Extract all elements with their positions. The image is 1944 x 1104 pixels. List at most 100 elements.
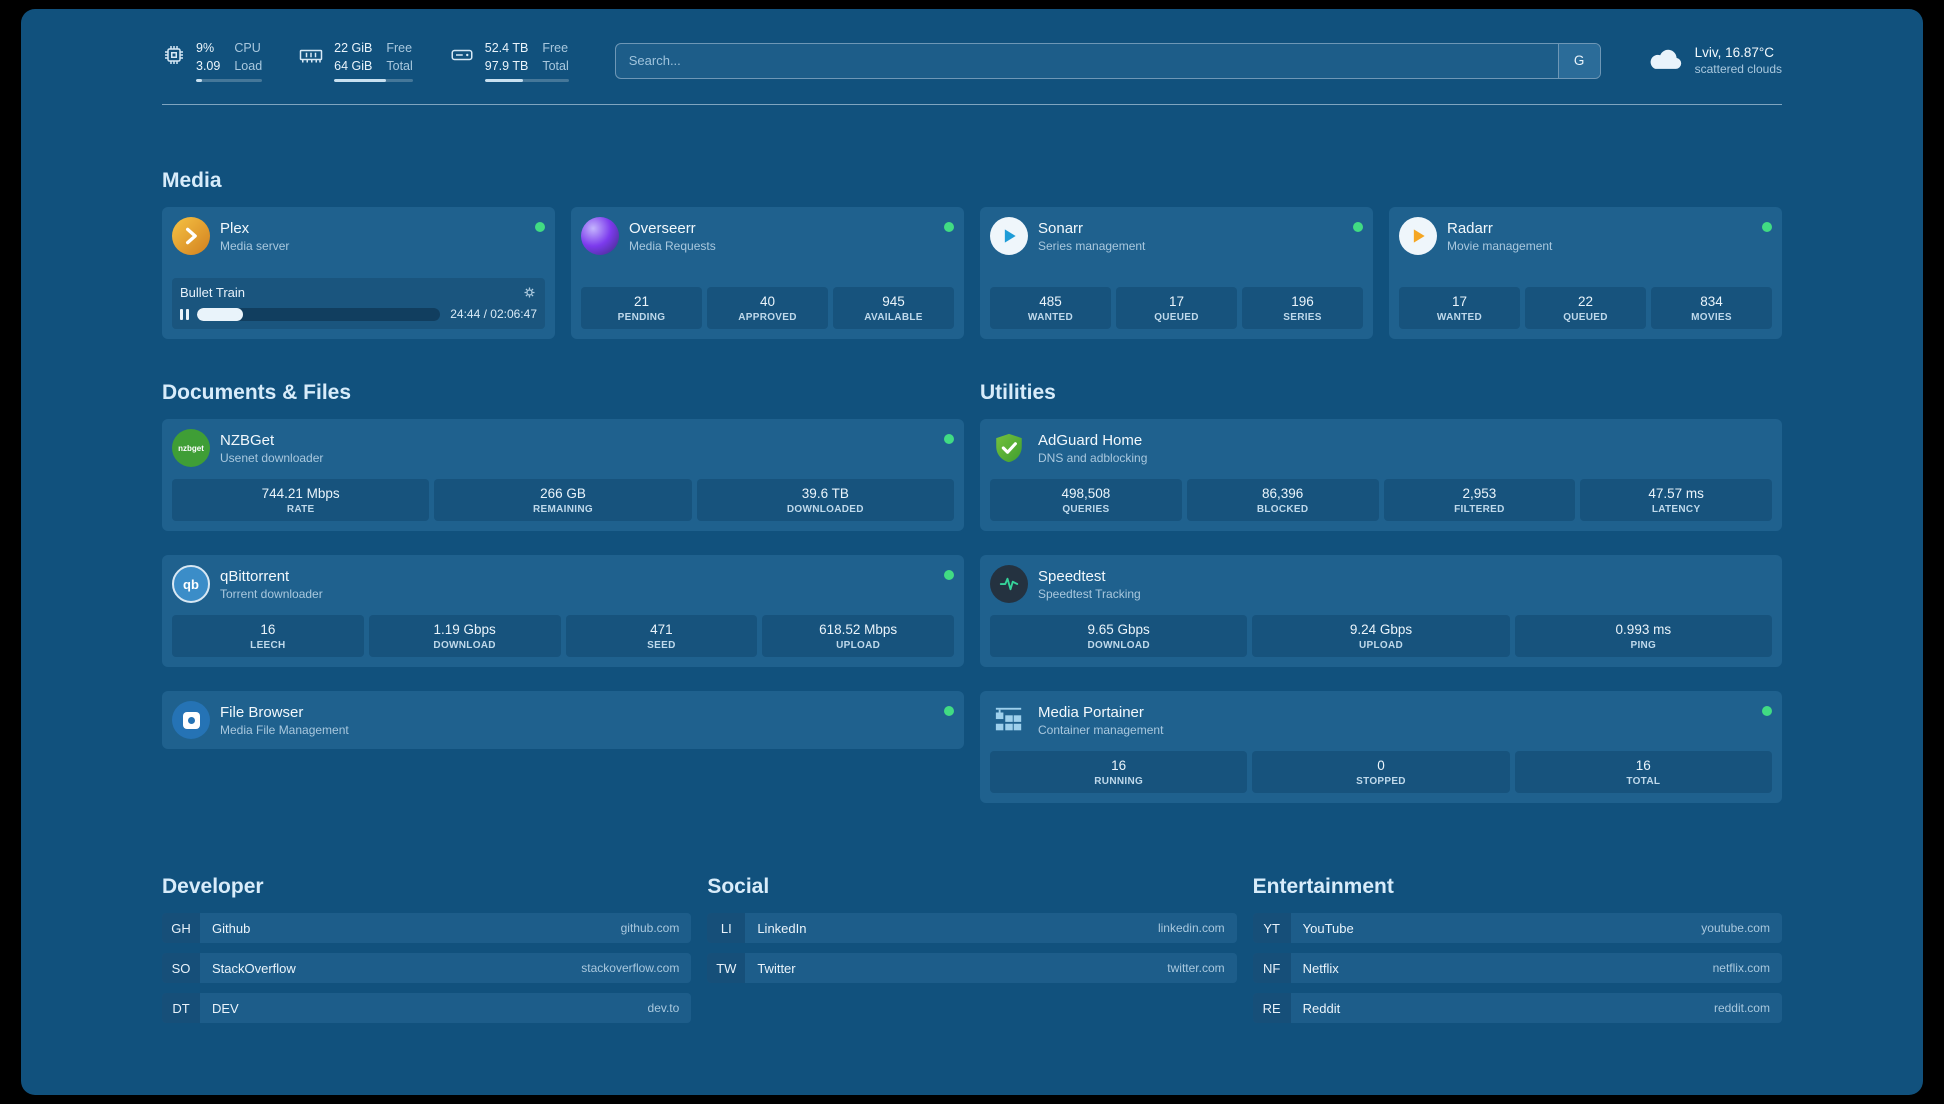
disk-free: 52.4 TB [484,41,529,55]
bookmark-row-twitter[interactable]: TW Twitter twitter.com [707,953,1237,984]
filebrowser-link[interactable]: File Browser Media File Management [172,701,954,740]
radarr-icon [1399,217,1437,256]
portainer-link[interactable]: Media Portainer Container management [990,701,1772,739]
service-title: Sonarr [1038,219,1084,237]
overseerr-icon [581,217,619,256]
bookmark-abbr: LI [707,913,746,944]
bookmark-row-stackoverflow[interactable]: SO StackOverflow stackoverflow.com [162,953,692,984]
bookmark-name: Github [212,920,251,936]
stat-tile: 22 QUEUED [1525,287,1646,330]
status-dot [944,222,954,233]
stat-tile: 16 LEECH [172,615,364,658]
service-subtitle: Media File Management [220,722,349,737]
service-subtitle: Media server [220,238,290,253]
section-documents: Documents & Files nzbget NZBGet Usenet d… [162,381,964,803]
bookmark-abbr: YT [1252,913,1291,944]
bookmark-abbr: DT [162,993,200,1024]
portainer-crane-icon [990,701,1028,739]
memory-label-bottom: Total [386,59,413,74]
status-dot [1762,706,1772,717]
plex-card: Plex Media server Bullet Train [162,207,555,340]
search-provider-button[interactable]: G [1557,43,1600,78]
bookmark-group-developer: Developer GH Github github.com SO StackO… [162,875,692,1033]
bookmark-row-github[interactable]: GH Github github.com [162,913,692,944]
sonarr-icon [990,217,1028,256]
stat-tile: 498,508 QUERIES [990,479,1182,522]
now-playing: Bullet Train 24:44 / 02:06:47 [172,278,545,330]
section-heading-documents: Documents & Files [162,381,352,405]
memory-total: 64 GiB [334,59,373,74]
bookmark-row-dev[interactable]: DT DEV dev.to [162,993,692,1024]
bookmark-domain: stackoverflow.com [581,961,680,976]
stat-tile: 21 PENDING [581,287,702,330]
overseerr-link[interactable]: Overseerr Media Requests [581,217,954,256]
memory-widget: 22 GiB 64 GiB Free Total [298,39,413,83]
disk-label-bottom: Total [542,59,569,74]
stat-tile: 2,953 FILTERED [1383,479,1576,522]
bookmark-group-social: Social LI LinkedIn linkedin.com TW Twitt… [707,875,1237,1033]
bookmark-abbr: SO [162,953,200,984]
plex-icon [172,217,210,256]
section-heading-social: Social [707,875,770,899]
weather-condition: scattered clouds [1694,62,1782,77]
bookmark-row-linkedin[interactable]: LI LinkedIn linkedin.com [707,913,1237,944]
bookmark-domain: netflix.com [1712,961,1770,976]
bookmark-name: YouTube [1302,920,1354,936]
stat-tile: 17 QUEUED [1116,287,1237,330]
portainer-card: Media Portainer Container management 16 R… [980,691,1782,804]
sonarr-link[interactable]: Sonarr Series management [990,217,1363,256]
resource-widgets: 9% 3.09 CPU Load [162,39,569,83]
service-title: File Browser [220,703,304,721]
section-utilities: Utilities AdGu [980,381,1782,804]
stat-tile: 9.24 Gbps UPLOAD [1252,615,1510,658]
pause-button[interactable] [180,308,189,320]
gear-icon[interactable] [522,285,537,300]
nzbget-link[interactable]: nzbget NZBGet Usenet downloader [172,429,954,468]
bookmark-row-reddit[interactable]: RE Reddit reddit.com [1252,993,1782,1024]
topbar: 9% 3.09 CPU Load [162,39,1782,83]
service-title: NZBGet [220,431,275,449]
plex-link[interactable]: Plex Media server [172,217,545,256]
service-subtitle: Media Requests [629,238,716,253]
memory-label-top: Free [386,41,413,55]
stat-tile: 618.52 Mbps UPLOAD [762,615,954,658]
service-title: AdGuard Home [1038,431,1143,449]
memory-free: 22 GiB [334,41,373,55]
stat-tile: 9.65 Gbps DOWNLOAD [990,615,1248,658]
status-dot [1353,222,1363,233]
dashboard: 9% 3.09 CPU Load [21,9,1923,1095]
speedtest-link[interactable]: Speedtest Speedtest Tracking [990,565,1772,604]
bookmark-domain: youtube.com [1701,921,1770,936]
service-subtitle: Container management [1038,722,1164,737]
bookmark-row-youtube[interactable]: YT YouTube youtube.com [1252,913,1782,944]
qbittorrent-card: qb qBittorrent Torrent downloader 16 LEEC… [162,555,964,668]
sonarr-card: Sonarr Series management 485 WANTED 17 QUE… [980,207,1373,340]
search-input[interactable] [615,43,1558,78]
qbittorrent-link[interactable]: qb qBittorrent Torrent downloader [172,565,954,604]
adguard-shield-icon [990,429,1028,467]
stat-tile: 17 WANTED [1399,287,1520,330]
stat-tile: 744.21 Mbps RATE [172,479,430,522]
service-subtitle: DNS and adblocking [1038,450,1148,465]
playback-progress-bar[interactable] [197,307,441,321]
topbar-divider [162,104,1782,106]
speedtest-pulse-icon [990,565,1028,604]
disk-label-top: Free [542,41,569,55]
service-subtitle: Speedtest Tracking [1038,586,1141,601]
service-subtitle: Usenet downloader [220,450,324,465]
radarr-link[interactable]: Radarr Movie management [1399,217,1772,256]
bookmark-group-entertainment: Entertainment YT YouTube youtube.com NF … [1252,875,1782,1033]
stat-tile: 0.993 ms PING [1514,615,1772,658]
stat-tile: 39.6 TB DOWNLOADED [696,479,954,522]
bookmark-name: LinkedIn [757,920,807,936]
bookmark-row-netflix[interactable]: NF Netflix netflix.com [1252,953,1782,984]
stat-tile: 485 WANTED [990,287,1111,330]
service-title: Overseerr [629,219,696,237]
status-dot [944,434,954,445]
adguard-link[interactable]: AdGuard Home DNS and adblocking [990,429,1772,467]
service-title: Speedtest [1038,567,1106,585]
bookmark-name: DEV [212,1000,239,1016]
status-dot [944,706,954,717]
stat-tile: 1.19 Gbps DOWNLOAD [368,615,561,658]
service-title: qBittorrent [220,567,290,585]
